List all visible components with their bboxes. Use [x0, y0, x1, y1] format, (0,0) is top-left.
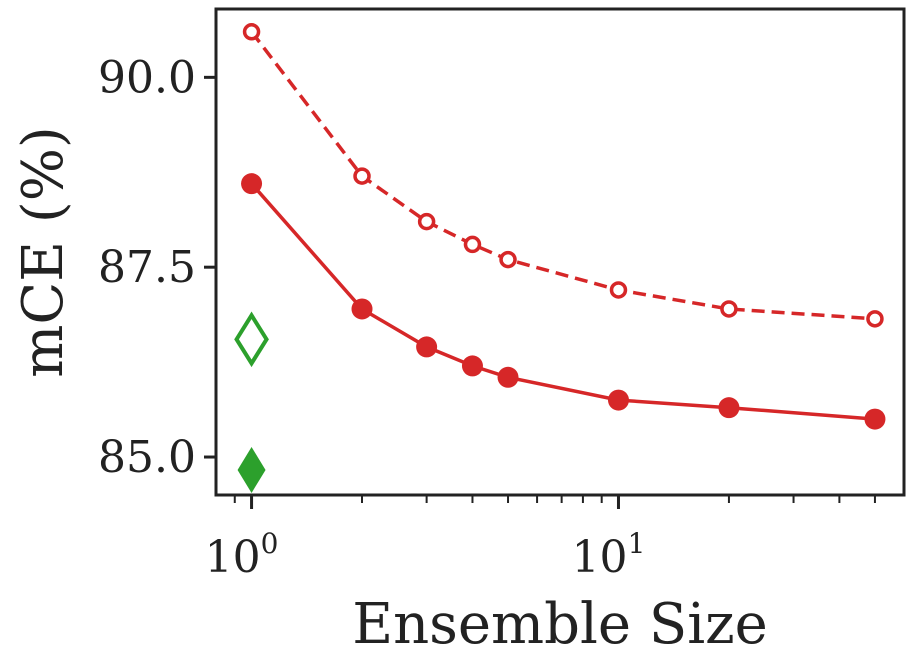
series-3-point-0 — [237, 446, 266, 493]
series-1-point-7 — [864, 408, 886, 430]
series-0-point-0 — [242, 23, 261, 41]
y-tick-label-1: 87.5 — [98, 242, 196, 293]
series-0-point-3 — [463, 235, 482, 254]
series-1-point-0 — [241, 173, 263, 195]
series-1-point-1 — [351, 298, 373, 320]
series-1-point-3 — [461, 355, 483, 377]
series-1-point-5 — [607, 389, 629, 411]
x-tick-label-1: 101 — [572, 527, 646, 583]
series-1-point-2 — [416, 336, 438, 358]
plot-marks — [234, 23, 886, 493]
series-0-point-4 — [499, 250, 517, 269]
y-axis-title: mCE (%) — [11, 126, 76, 378]
series-1-line — [250, 182, 876, 421]
series-0-line — [250, 30, 876, 321]
series-0-point-6 — [720, 300, 738, 318]
series-0-point-7 — [866, 310, 884, 328]
series-2-point-0 — [234, 311, 269, 368]
series-1-point-4 — [497, 366, 519, 388]
x-axis-title: Ensemble Size — [352, 592, 768, 657]
series-1-point-6 — [718, 397, 740, 419]
y-tick-label-2: 90.0 — [98, 52, 196, 103]
series-0-point-1 — [353, 167, 371, 185]
series-0-point-2 — [417, 212, 436, 231]
y-tick-label-0: 85.0 — [98, 432, 196, 483]
axis-ticks: 85.0 87.5 90.0 100 101 — [98, 52, 876, 583]
series-0-point-5 — [609, 281, 628, 299]
plot-frame — [214, 7, 906, 497]
x-tick-label-0: 100 — [205, 527, 279, 583]
